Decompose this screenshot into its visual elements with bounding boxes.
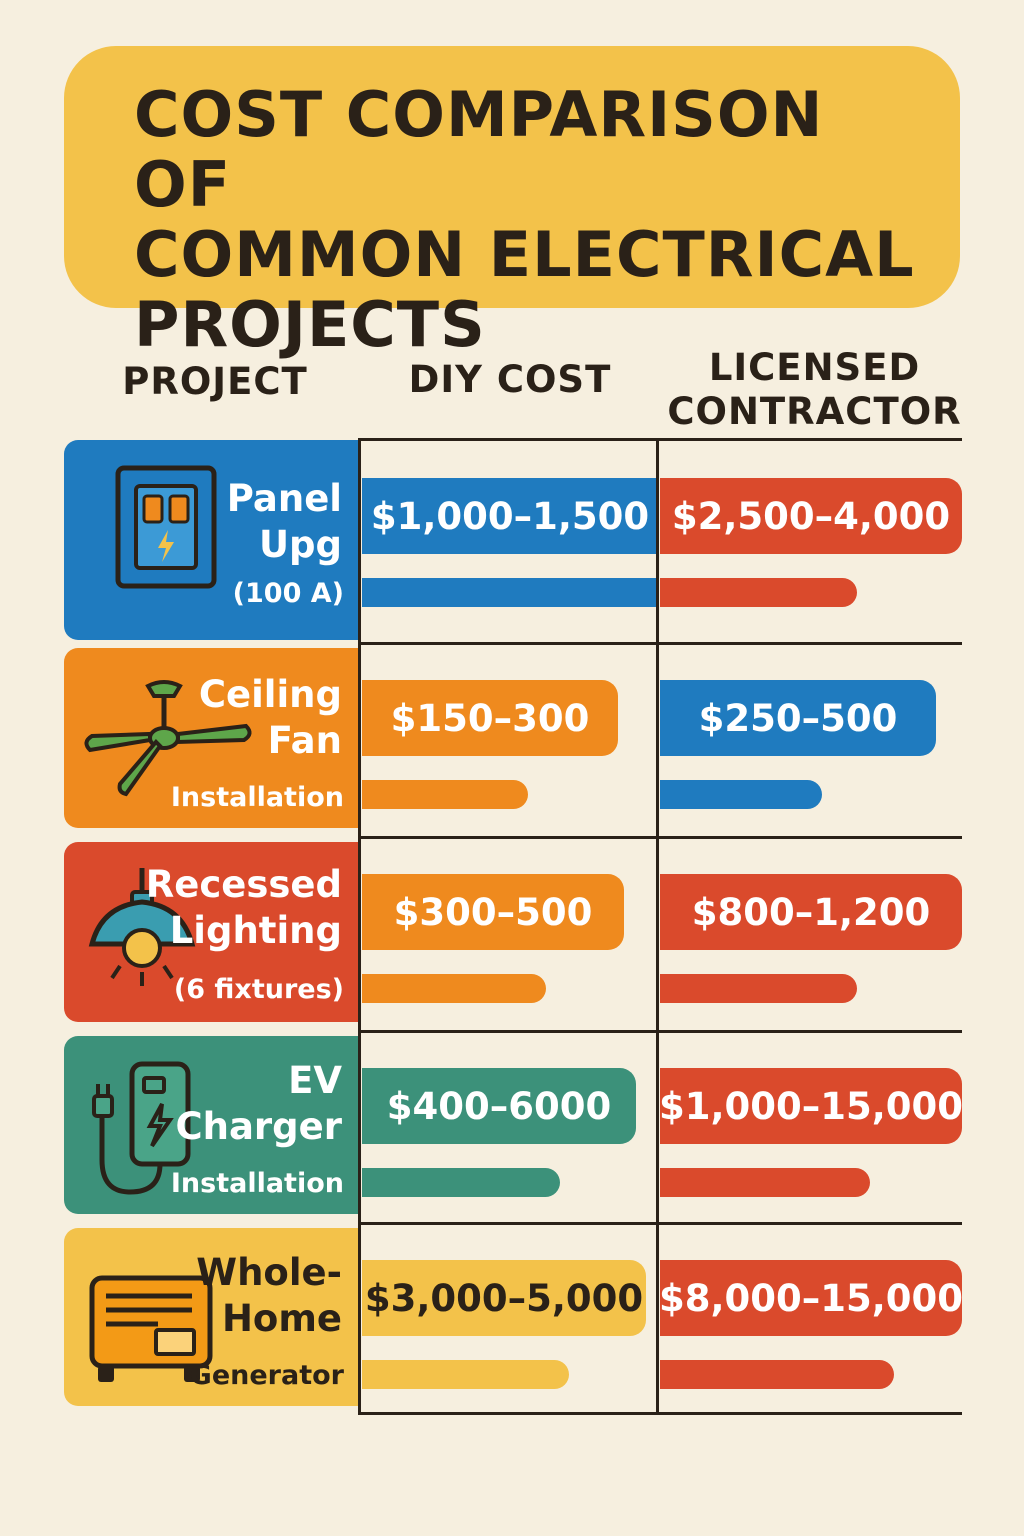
project-name: EV Charger: [175, 1059, 342, 1148]
contractor-cost-bar: [660, 578, 857, 607]
project-card-pendant-lamp: Recessed Lighting (6 fixtures): [64, 842, 358, 1022]
contractor-cost-bar: [660, 1360, 894, 1389]
column-divider-left: [358, 438, 361, 1414]
pendant-lamp-icon: [84, 868, 204, 1002]
column-header-licensed-contractor: LICENSED CONTRACTOR: [667, 346, 962, 433]
column-header-diy-cost: DIY COST: [408, 358, 612, 401]
project-card-ceiling-fan: Ceiling Fan Installation: [64, 648, 358, 828]
contractor-cost-bar: [660, 974, 857, 1003]
project-card-electrical-panel: Panel Upg (100 A): [64, 440, 358, 640]
project-subtitle: Generator: [189, 1360, 344, 1391]
diy-cost-bar: [362, 1360, 569, 1389]
diy-cost-label: $3,000–5,000: [362, 1260, 646, 1336]
row-divider: [358, 642, 962, 645]
row-divider: [358, 836, 962, 839]
contractor-cost-label: $800–1,200: [660, 874, 962, 950]
title-banner: COST COMPARISON OF COMMON ELECTRICAL PRO…: [64, 46, 960, 360]
contractor-cost-label: $1,000–15,000: [659, 1068, 963, 1144]
project-subtitle: Installation: [170, 782, 344, 813]
project-name: Whole- Home: [196, 1251, 342, 1340]
project-card-ev-charger: EV Charger Installation: [64, 1036, 358, 1214]
column-divider-middle: [656, 438, 659, 1414]
page-title: COST COMPARISON OF COMMON ELECTRICAL PRO…: [134, 78, 915, 361]
diy-cost-label: $300–500: [362, 874, 624, 950]
ceiling-fan-icon: [80, 676, 260, 810]
project-subtitle: Installation: [170, 1168, 344, 1199]
electrical-panel-icon: [114, 464, 224, 598]
diy-cost-bar: [362, 1168, 560, 1197]
ev-charger-icon: [88, 1060, 198, 1204]
diy-cost-bar: [362, 578, 658, 607]
contractor-cost-label: $250–500: [660, 680, 936, 756]
row-divider: [358, 1222, 962, 1225]
project-name: Panel Upg: [226, 477, 342, 566]
contractor-cost-label: $8,000–15,000: [659, 1260, 963, 1336]
project-subtitle: (100 A): [232, 578, 344, 609]
column-header-project: PROJECT: [122, 360, 308, 403]
project-name: Recessed Lighting: [145, 863, 342, 952]
project-name: Ceiling Fan: [198, 673, 342, 762]
row-divider: [358, 1412, 962, 1415]
contractor-cost-bar: [660, 1168, 870, 1197]
contractor-cost-label: $2,500–4,000: [660, 478, 962, 554]
generator-icon: [88, 1272, 218, 1396]
row-divider: [358, 1030, 962, 1033]
diy-cost-bar: [362, 780, 528, 809]
contractor-cost-bar: [660, 780, 822, 809]
project-subtitle: (6 fixtures): [173, 974, 344, 1005]
diy-cost-label: $1,000–1,500: [362, 478, 658, 554]
diy-cost-bar: [362, 974, 546, 1003]
project-card-generator: Whole- Home Generator: [64, 1228, 358, 1406]
table-top-border: [358, 438, 962, 441]
diy-cost-label: $400–6000: [362, 1068, 636, 1144]
diy-cost-label: $150–300: [362, 680, 618, 756]
